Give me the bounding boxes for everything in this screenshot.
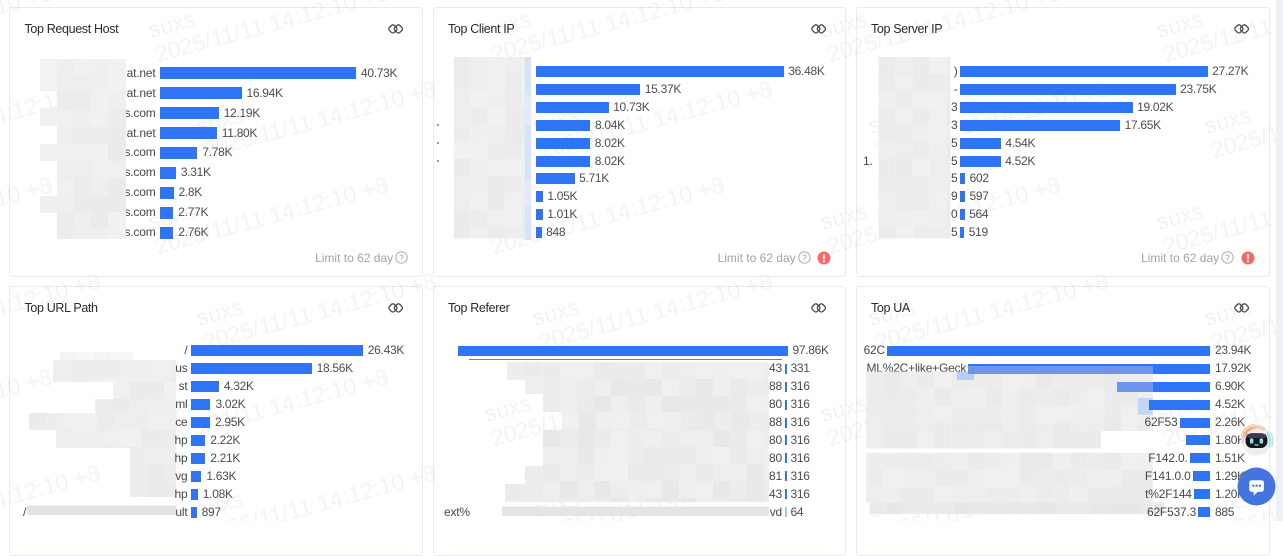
svg-text:?: ? bbox=[802, 252, 807, 262]
svg-text:?: ? bbox=[399, 252, 404, 262]
svg-text:?: ? bbox=[1225, 252, 1230, 262]
